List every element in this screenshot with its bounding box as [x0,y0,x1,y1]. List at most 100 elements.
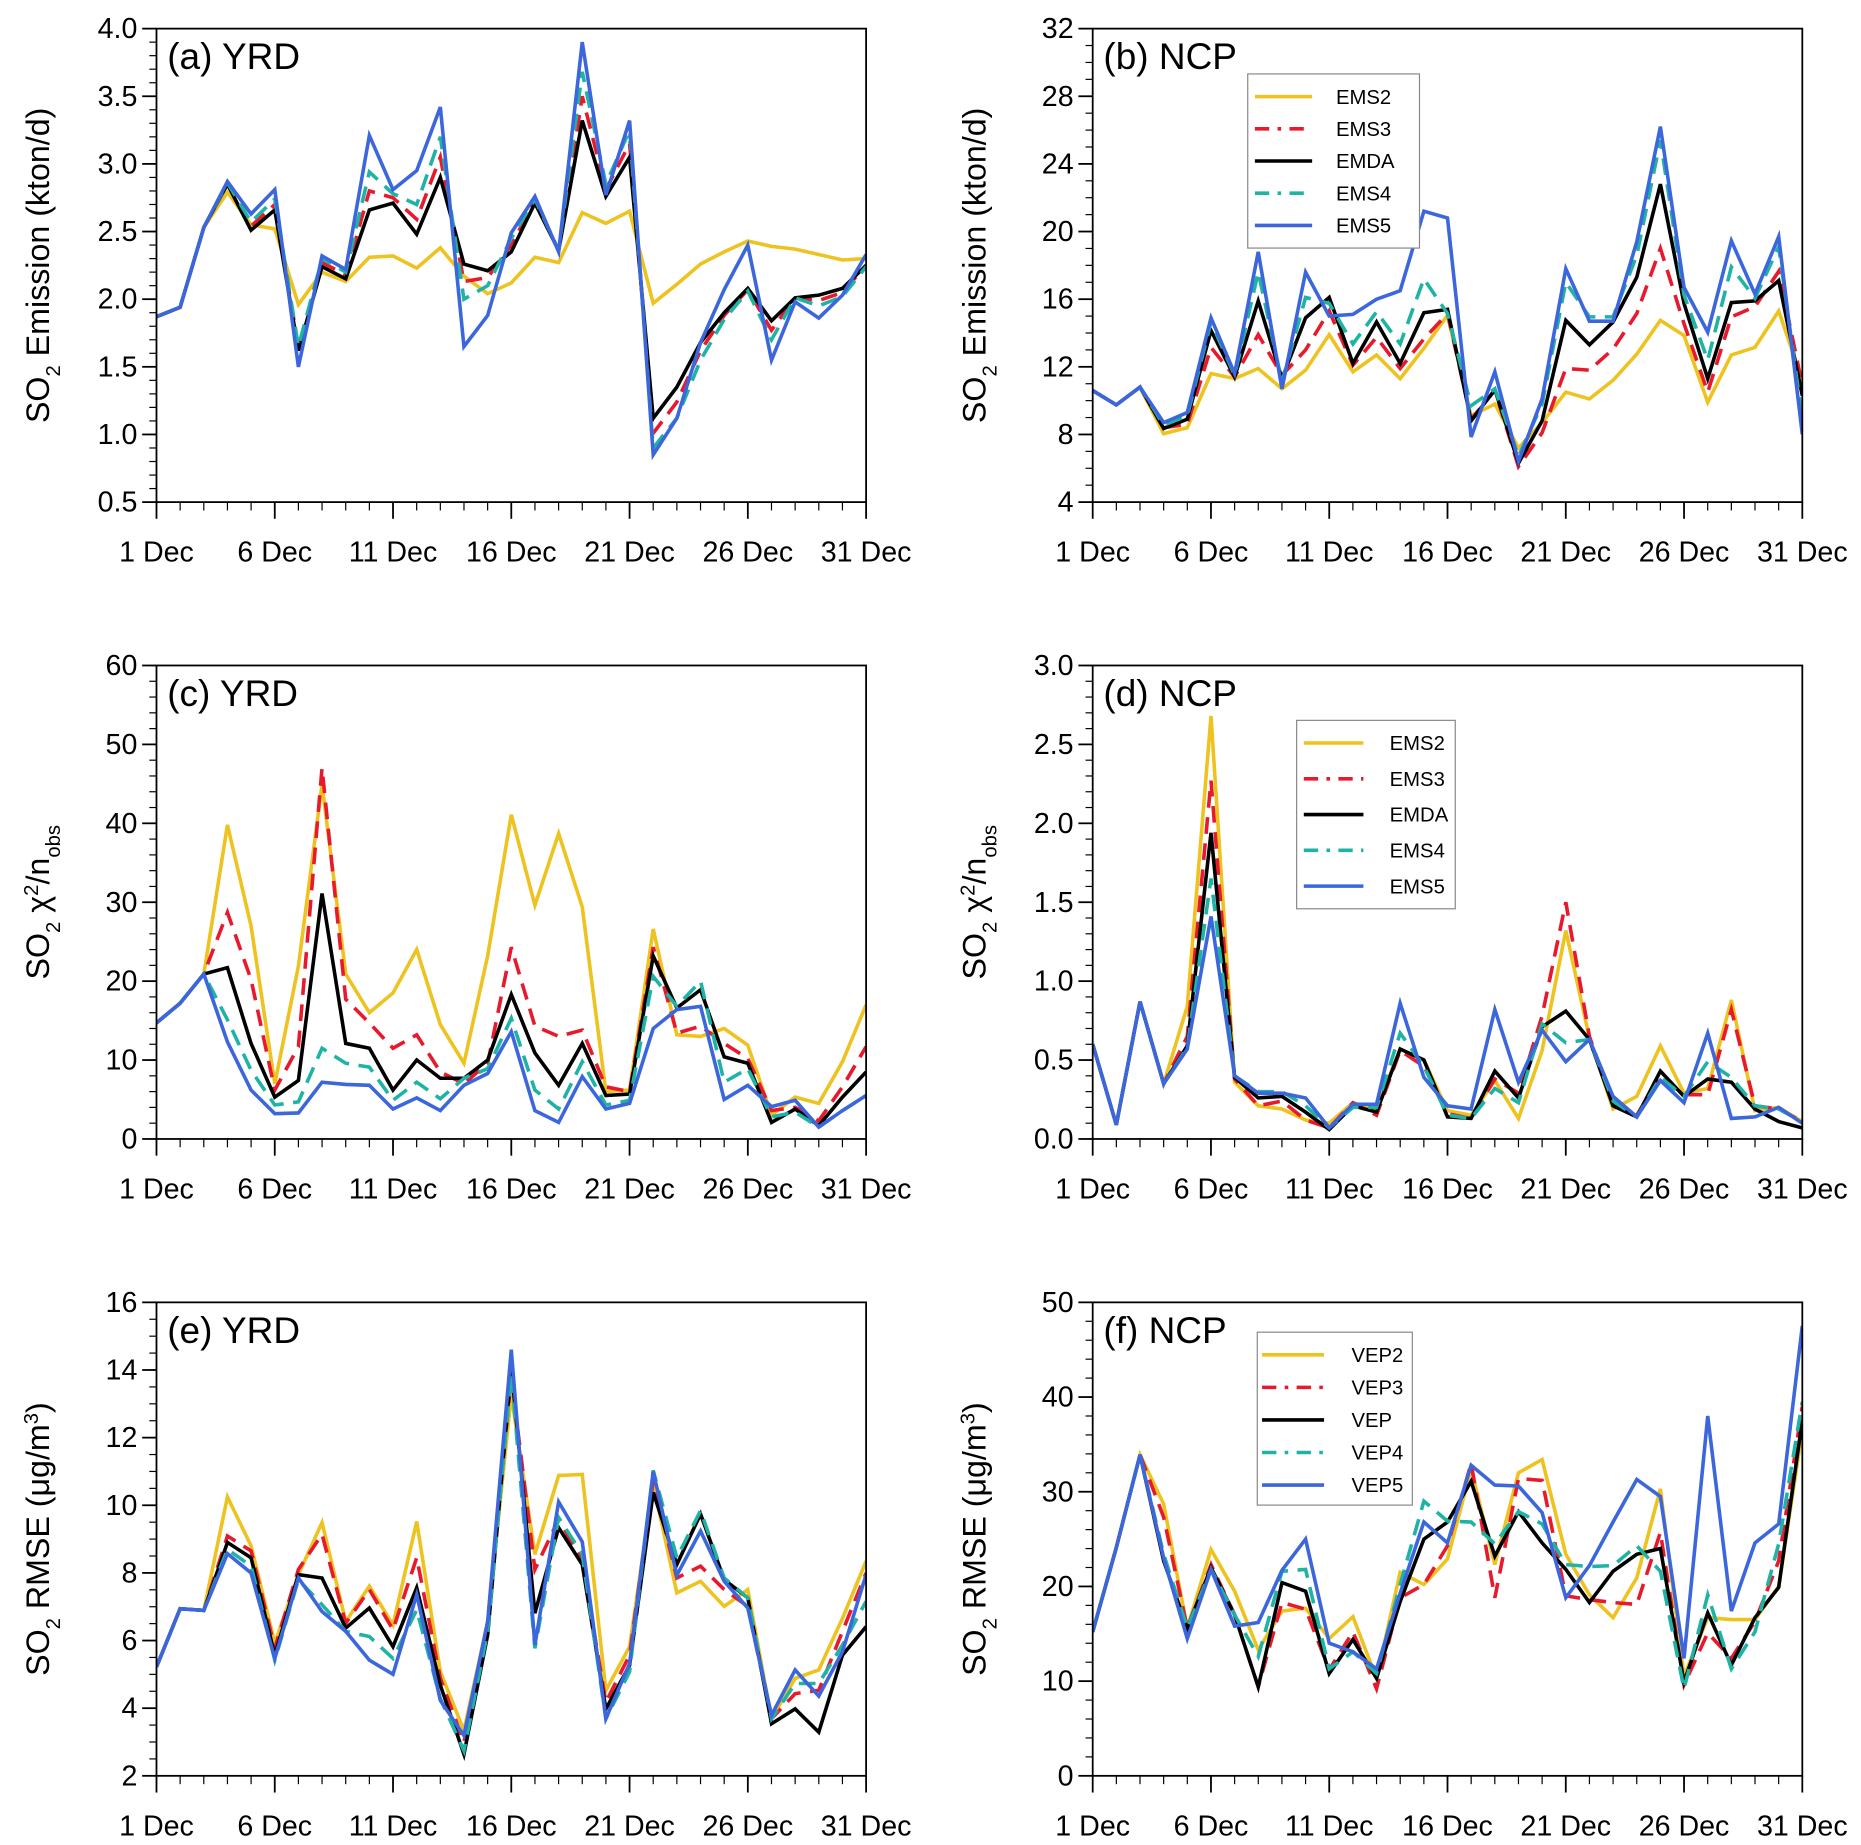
y-axis-label-sub2: obs [979,825,1001,858]
legend-label: VEP2 [1351,1345,1403,1367]
x-tick-label: 1 Dec [119,1174,194,1206]
x-tick-label: 31 Dec [1757,1810,1848,1842]
x-tick-label: 6 Dec [237,1810,312,1842]
series-line-ems5 [1092,126,1803,468]
y-axis-label-rest: χ [20,896,56,922]
plot-frame [155,27,867,503]
y-axis-label-sub: 2 [979,922,1001,933]
y-axis-label-sub: 2 [979,1618,1001,1629]
series-line-ems5 [1092,916,1803,1131]
y-axis-label: SO2 Emission (kton/d) [956,108,1001,423]
series-group [1092,715,1803,1132]
y-axis-label-sub: 2 [43,1618,65,1629]
y-tick-label: 30 [1042,1476,1074,1508]
x-tick-label: 16 Dec [466,1174,557,1206]
y-tick-label: 12 [1042,351,1074,383]
y-axis-label-rest2: /n [956,858,992,885]
y-tick-label: 2.0 [1034,808,1074,840]
y-axis-label-sup: 2 [21,885,43,896]
x-tick-label: 1 Dec [1055,1810,1130,1842]
x-tick-label: 1 Dec [119,1810,194,1842]
y-axis-label: SO2 χ2/nobs [956,825,1001,979]
y-tick-label: 20 [106,966,138,998]
series-line-ems5 [156,41,867,461]
y-tick-label: 1.5 [1034,887,1074,919]
panel-2: 4 8 12 16 20 24 28 32 1 Dec 6 Dec 11 Dec 16 Dec 21 D… [956,13,1847,569]
x-tick-label: 1 Dec [119,537,194,569]
y-axis-label-rest2: ) [20,1402,56,1413]
x-tick-label: 21 Dec [584,537,675,569]
x-tick-label: 11 Dec [1285,537,1374,569]
x-tick-label: 16 Dec [1402,1810,1493,1842]
series-line-ems2 [1092,715,1803,1126]
series-line-ems3 [1092,780,1803,1130]
y-tick-label: 0 [1058,1760,1074,1792]
y-axis-label-sub: 2 [979,365,1001,376]
x-tick-label: 21 Dec [1520,1174,1611,1206]
y-tick-label: 20 [1042,1571,1074,1603]
panel-title: (c) YRD [167,673,298,714]
y-tick-label: 10 [106,1045,138,1077]
series-line-ems4 [156,71,867,453]
y-tick-label: 0.5 [1034,1045,1074,1077]
panel-title: (b) NCP [1103,36,1237,77]
y-axis-label-rest: RMSE (μg/m [956,1424,992,1618]
y-tick-label: 1.0 [1034,966,1074,998]
x-tick-label: 31 Dec [1757,537,1848,569]
legend-label: VEP5 [1351,1475,1403,1497]
series-line-ems5 [156,970,867,1130]
panel-5: 2 4 6 8 10 12 14 16 1 Dec 6 Dec 11 Dec 16 Dec 21 Dec… [20,1287,911,1843]
legend: EMS2 EMS3 EMDA EMS4 EMS5 [1296,719,1456,910]
series-line-ems3 [156,767,867,1124]
x-tick-label: 31 Dec [1757,1174,1848,1206]
y-tick-label: 2.5 [98,216,138,248]
plot-frame [155,664,867,1140]
legend-label: EMS2 [1390,733,1445,755]
series-line-ems4 [1092,139,1803,462]
panel-1: 0.5 1.0 1.5 2.0 2.5 3.0 3.5 4.0 1 Dec 6 Dec 11 Dec… [20,13,911,569]
y-tick-label: 8 [1058,419,1074,451]
plot-frame [155,1301,867,1777]
series-group [156,1349,867,1762]
y-tick-label: 12 [106,1422,138,1454]
y-axis-label-rest: χ [956,896,992,922]
panel-title: (f) NCP [1103,1310,1226,1351]
y-axis-label-main: SO [956,1629,992,1676]
y-tick-label: 30 [106,887,138,919]
y-axis-label: SO2 RMSE (μg/m3) [20,1402,65,1676]
legend-label: EMS4 [1390,841,1445,863]
legend-label: VEP [1351,1410,1392,1432]
legend-label: EMS3 [1336,119,1391,141]
plot-frame [1091,27,1804,503]
panel-4: 0.0 0.5 1.0 1.5 2.0 2.5 3.0 1 Dec 6 Dec 11 Dec 16 … [956,650,1847,1206]
y-tick-label: 3.0 [1034,650,1074,682]
y-tick-label: 4 [121,1693,137,1725]
x-tick-label: 26 Dec [703,1174,794,1206]
series-group [156,767,867,1130]
x-tick-label: 21 Dec [584,1174,675,1206]
y-tick-label: 10 [106,1490,138,1522]
y-tick-label: 3.5 [98,81,138,113]
legend-label: EMS5 [1336,216,1391,238]
x-tick-label: 11 Dec [1285,1174,1374,1206]
y-tick-label: 4.0 [98,13,138,45]
y-tick-label: 50 [106,729,138,761]
y-axis-label-rest2: /n [20,858,56,885]
series-line-vep3 [156,1376,867,1749]
plot-frame [1091,1301,1804,1777]
y-axis-label-rest: Emission (kton/d) [20,108,56,366]
legend-label: EMS3 [1390,769,1445,791]
legend: VEP2 VEP3 VEP VEP4 VEP5 [1256,1331,1413,1506]
legend-label: VEP3 [1351,1378,1403,1400]
x-tick-label: 11 Dec [349,1810,438,1842]
x-tick-label: 11 Dec [1285,1810,1374,1842]
series-line-emda [156,893,867,1129]
y-axis-label-sub: 2 [43,922,65,933]
panel-6: 0 10 20 30 40 50 1 Dec 6 Dec 11 Dec 16 Dec 21 Dec 2… [956,1287,1847,1843]
y-tick-label: 24 [1042,148,1074,180]
series-group [156,41,867,461]
x-tick-label: 31 Dec [821,1174,912,1206]
y-tick-label: 2 [121,1760,137,1792]
plot-frame [1091,664,1804,1140]
